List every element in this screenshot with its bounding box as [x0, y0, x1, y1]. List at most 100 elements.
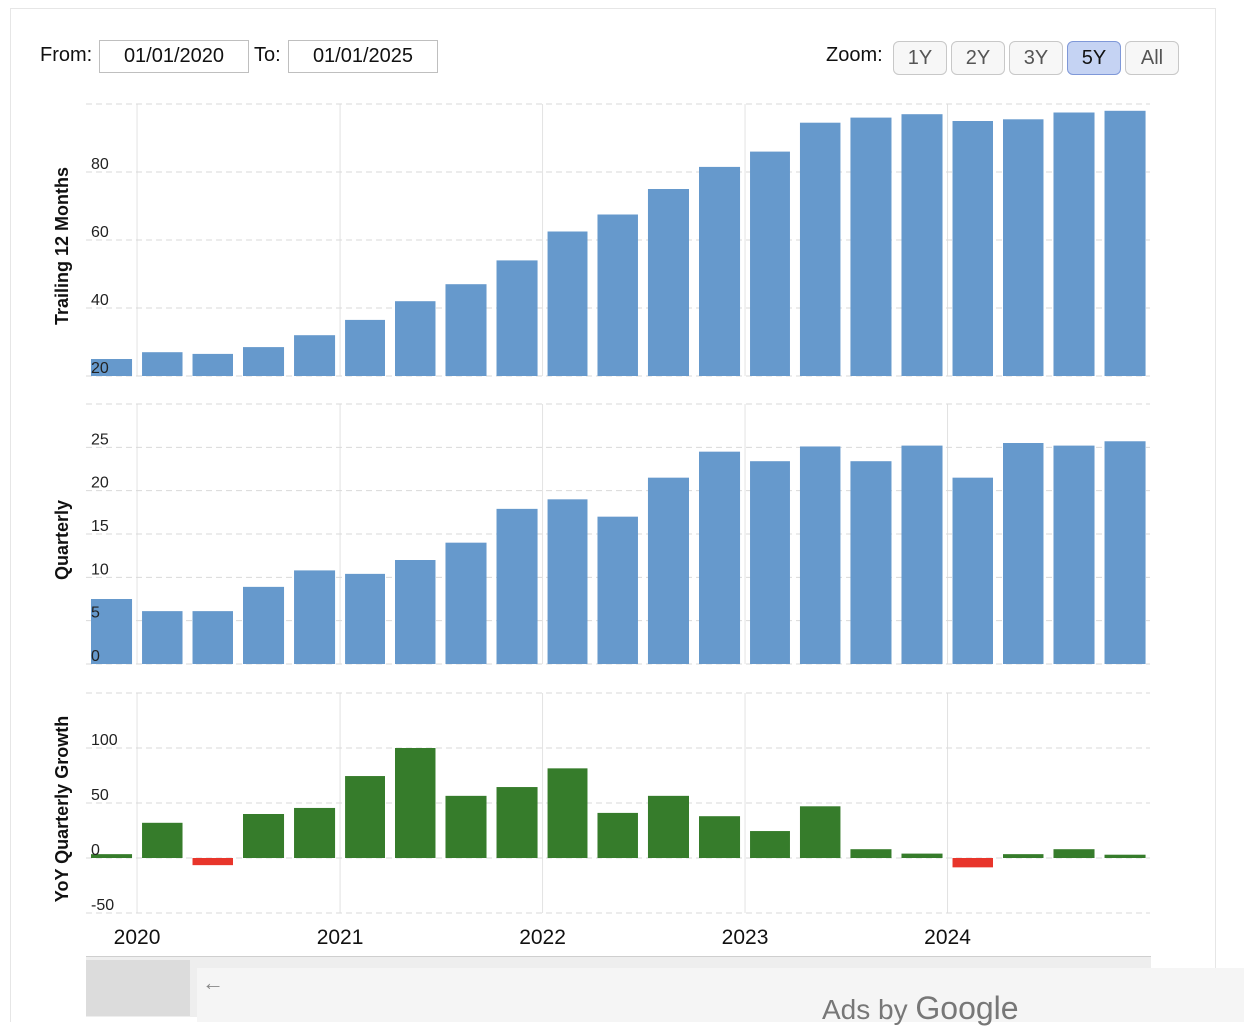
chart-bar — [294, 807, 336, 858]
x-tick-label: 2023 — [722, 926, 769, 949]
y-axis-title: Quarterly — [52, 500, 72, 580]
chart-bar — [445, 284, 487, 376]
chart-bar — [799, 806, 841, 858]
chart-bar — [952, 858, 993, 868]
chart-bar — [91, 599, 133, 664]
chart-bar — [901, 114, 943, 376]
y-tick-label: 100 — [91, 732, 118, 749]
chart-bar — [699, 816, 741, 858]
from-date-input[interactable] — [99, 40, 249, 73]
zoom-label: Zoom: — [826, 44, 883, 66]
chart-bar — [1003, 443, 1044, 664]
y-axis-title: YoY Quarterly Growth — [52, 716, 72, 902]
y-tick-label: 5 — [91, 605, 100, 622]
google-brand-text: Google — [915, 990, 1019, 1026]
zoom-5y-button[interactable]: 5Y — [1067, 41, 1121, 75]
to-date-input[interactable] — [288, 40, 438, 73]
chart-bar — [901, 445, 943, 664]
chart-bar — [901, 853, 943, 858]
y-tick-label: 25 — [91, 431, 109, 448]
y-tick-label: 20 — [91, 475, 109, 492]
chart-bar — [345, 776, 385, 858]
y-tick-label: 20 — [91, 360, 109, 377]
chart-bar — [750, 831, 790, 858]
y-tick-label: 0 — [91, 842, 100, 859]
chart-bar — [799, 446, 841, 664]
chart-bar — [952, 121, 993, 376]
chart-bar — [952, 477, 993, 664]
y-tick-label: 10 — [91, 561, 109, 578]
x-tick-label: 2022 — [519, 926, 566, 949]
chart-bar — [192, 858, 233, 866]
chart-bar — [294, 335, 336, 376]
chart-bar — [1104, 110, 1146, 377]
y-tick-label: -50 — [91, 897, 114, 914]
chart-bar — [1053, 849, 1095, 858]
chart-bar — [647, 795, 689, 858]
chart-bar — [496, 787, 538, 858]
chart-bar — [1053, 112, 1095, 376]
y-tick-label: 50 — [91, 787, 109, 804]
zoom-1y-button[interactable]: 1Y — [893, 41, 947, 75]
chart-bar — [647, 477, 689, 664]
ads-prefix: Ads by — [822, 994, 916, 1025]
zoom-3y-button[interactable]: 3Y — [1009, 41, 1063, 75]
chart-bar — [445, 542, 487, 664]
chart-bar — [142, 352, 183, 376]
y-tick-label: 80 — [91, 156, 109, 173]
chart-bar — [1003, 854, 1044, 858]
chart-bar — [850, 849, 892, 858]
chart-bar — [395, 301, 436, 376]
y-tick-label: 60 — [91, 224, 109, 241]
chart-bar — [91, 359, 133, 376]
chart-bar — [91, 854, 133, 858]
chart-bar — [699, 451, 741, 664]
y-axis-title: Trailing 12 Months — [52, 167, 72, 325]
chart-bar — [850, 117, 892, 376]
back-arrow-icon[interactable]: ← — [202, 970, 224, 995]
chart-bar — [750, 151, 790, 376]
zoom-2y-button[interactable]: 2Y — [951, 41, 1005, 75]
x-tick-label: 2020 — [114, 926, 161, 949]
chart-bar — [395, 748, 436, 858]
ads-by-google-label: Ads by Google — [822, 990, 1019, 1027]
chart-bar — [597, 516, 638, 664]
chart-bar — [597, 812, 638, 858]
chart-bar — [699, 166, 741, 376]
chart-bar — [850, 461, 892, 664]
chart-bar — [445, 795, 487, 858]
x-tick-label: 2021 — [317, 926, 364, 949]
to-label: To: — [254, 44, 281, 66]
chart-bar — [547, 768, 588, 858]
chart-frame — [10, 8, 1216, 1022]
chart-bar — [243, 586, 285, 664]
chart-bar — [192, 353, 233, 376]
chart-bar — [192, 611, 233, 664]
chart-bar — [142, 611, 183, 664]
chart-bar — [496, 508, 538, 664]
chart-bar — [1104, 441, 1146, 664]
chart-bar — [547, 499, 588, 664]
y-tick-label: 40 — [91, 292, 109, 309]
chart-bar — [547, 231, 588, 376]
stacked-bar-charts: 20 40 60 80 Trailing 12 Months 0 5 10 15 20 25 Quar… — [52, 103, 1150, 949]
chart-bar — [496, 260, 538, 376]
chart-bar — [1003, 119, 1044, 377]
chart-bar — [750, 461, 790, 664]
y-tick-label: 0 — [91, 648, 100, 665]
chart-bar — [799, 122, 841, 376]
chart-bar — [1104, 854, 1146, 858]
chart-bar — [243, 347, 285, 376]
y-tick-label: 15 — [91, 518, 109, 535]
ad-panel — [197, 968, 1244, 1022]
zoom-all-button[interactable]: All — [1125, 41, 1179, 75]
chart-bar — [647, 189, 689, 376]
navigator-handle[interactable] — [86, 960, 190, 1016]
chart-bar — [294, 570, 336, 664]
chart-bar — [142, 822, 183, 858]
x-tick-label: 2024 — [924, 926, 971, 949]
chart-bar — [243, 814, 285, 858]
chart-bar — [395, 560, 436, 664]
chart-bar — [1053, 445, 1095, 664]
chart-bar — [345, 573, 385, 664]
